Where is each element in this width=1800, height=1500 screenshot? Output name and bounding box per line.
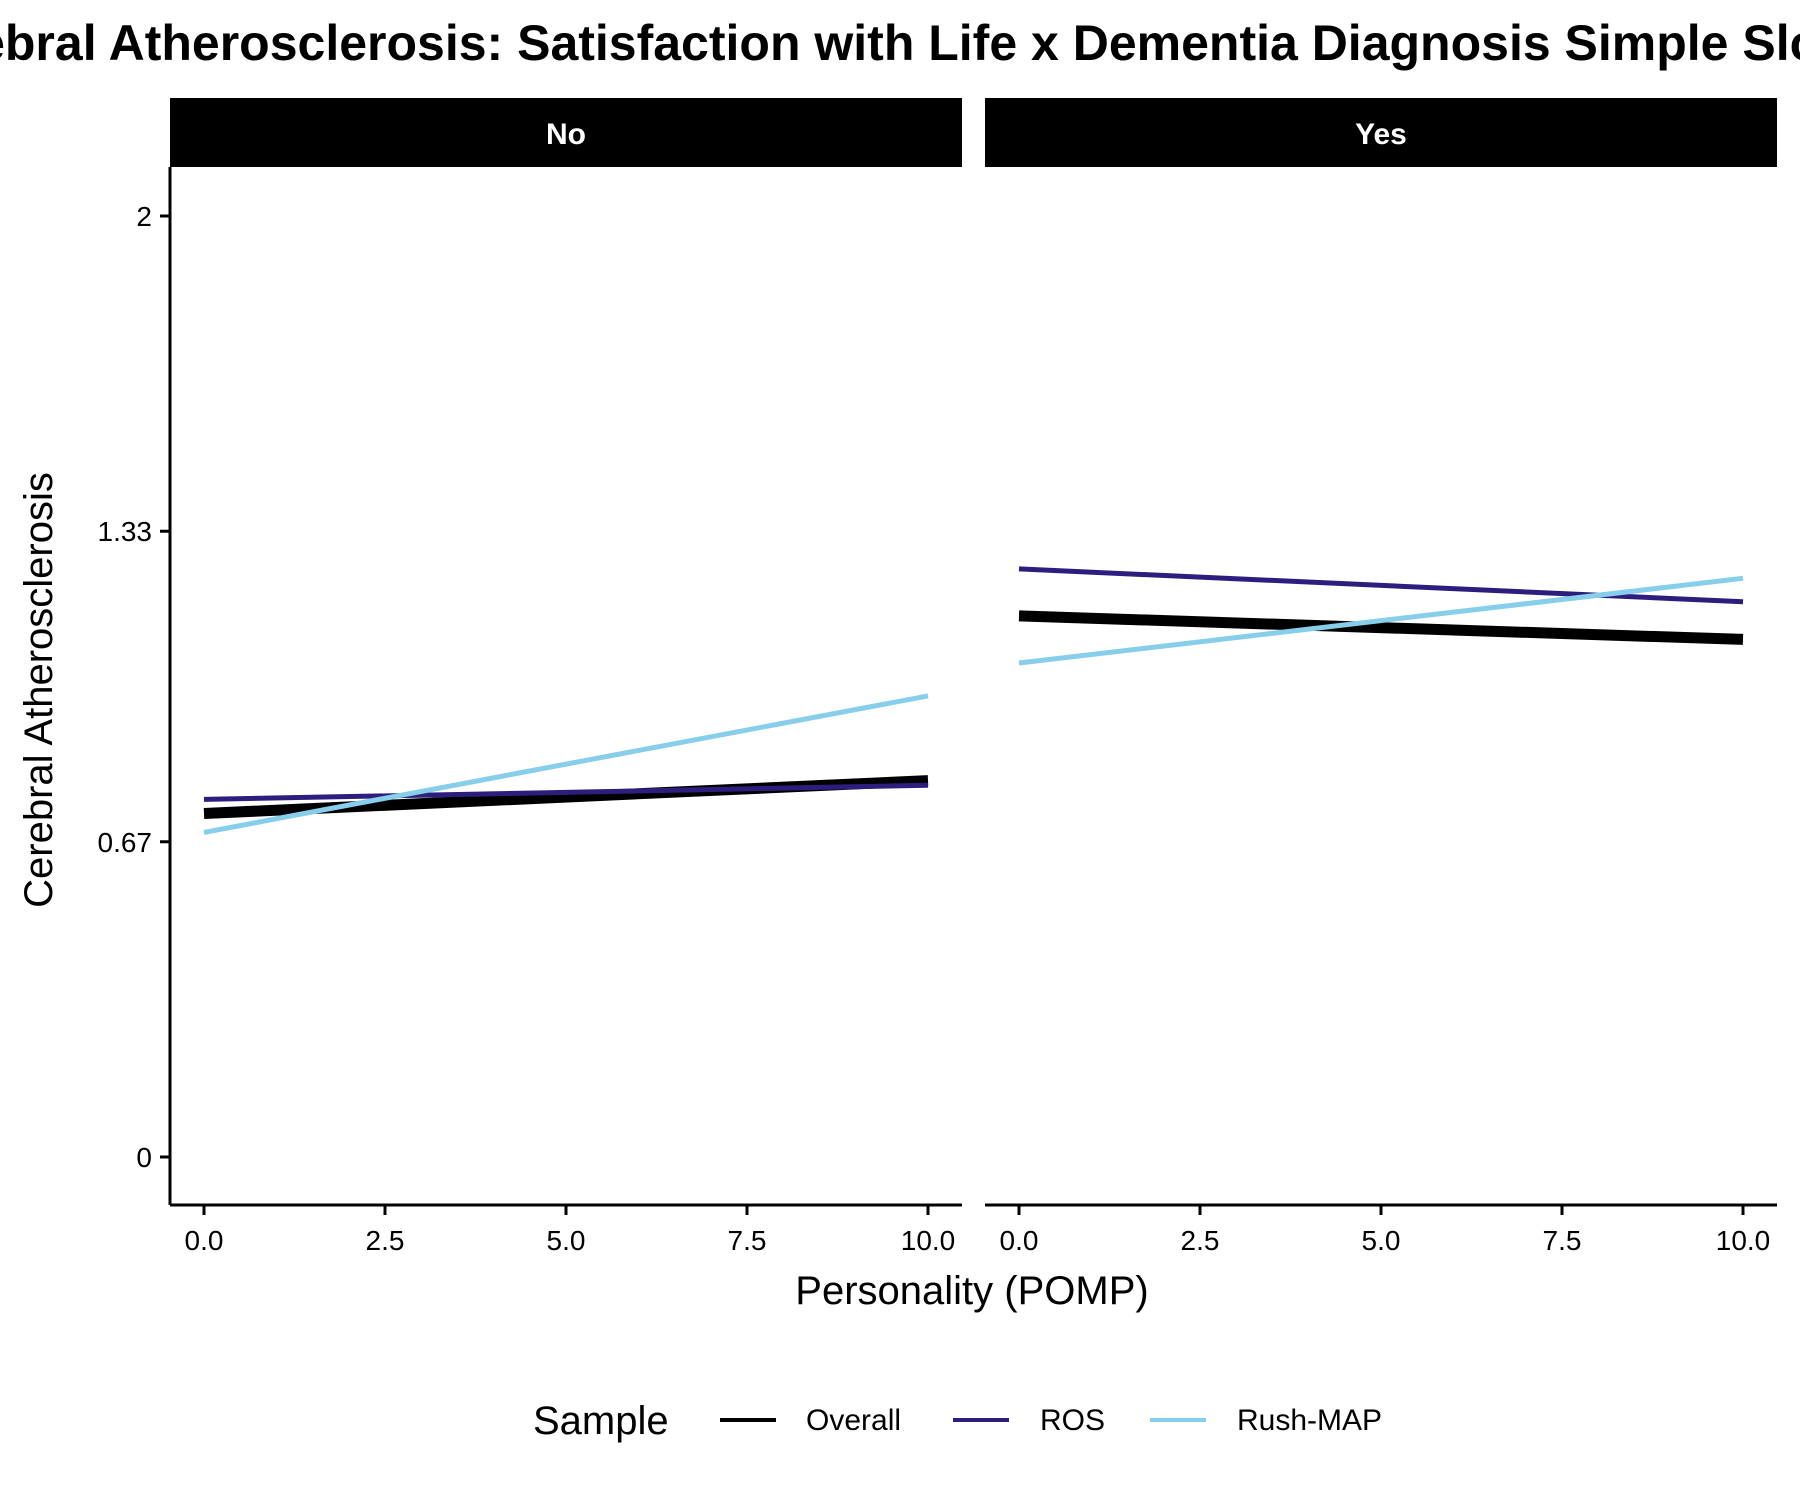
legend-entries: Overall ROS Rush-MAP [720, 1404, 1382, 1437]
y-axis: 0 0.67 1.33 2 [98, 167, 172, 1205]
strip-label-yes: Yes [1355, 118, 1407, 151]
x-tick-label: 10.0 [1716, 1225, 1771, 1256]
y-tick-label: 2 [136, 201, 152, 232]
series-line-yes-overall [1018, 610, 1744, 645]
y-tick-label: 0 [136, 1142, 152, 1173]
x-tick-label: 5.0 [547, 1225, 586, 1256]
strip-label-no: No [546, 118, 586, 151]
legend-label-ros: ROS [1040, 1404, 1105, 1437]
legend-title: Sample [533, 1399, 669, 1443]
strip-no [170, 98, 962, 167]
y-tick-label: 0.67 [98, 827, 153, 858]
series-line-no-ros [203, 782, 929, 802]
panel-no: No 0.0 2.5 5.0 7.5 10.0 [170, 98, 962, 1256]
x-tick-label: 5.0 [1362, 1225, 1401, 1256]
legend-label-overall: Overall [806, 1404, 901, 1437]
x-tick-label: 0.0 [1000, 1225, 1039, 1256]
legend: Sample Overall ROS Rush-MAP [533, 1399, 1382, 1443]
series-line-yes-ros [1018, 566, 1744, 605]
x-axis-title: Personality (POMP) [795, 1269, 1148, 1313]
panels: No 0.0 2.5 5.0 7.5 10.0 Yes 0.0 2.5 5.0 7.5 10.0 0 0.… [98, 98, 1777, 1256]
y-tick-label: 1.33 [98, 516, 153, 547]
x-tick-label: 2.5 [366, 1225, 405, 1256]
x-tick-label: 7.5 [1543, 1225, 1582, 1256]
series-line-no-rush-map [203, 693, 929, 835]
legend-item-ros: ROS [953, 1404, 1105, 1437]
legend-item-rush-map: Rush-MAP [1150, 1404, 1382, 1437]
strip-yes [985, 98, 1777, 167]
y-axis-title: Cerebral Atherosclerosis [17, 472, 61, 908]
x-tick-label: 2.5 [1181, 1225, 1220, 1256]
legend-label-rush-map: Rush-MAP [1237, 1404, 1382, 1437]
x-tick-label: 0.0 [185, 1225, 224, 1256]
chart-title: Cerebral Atherosclerosis: Satisfaction w… [0, 15, 1800, 71]
x-tick-label: 10.0 [901, 1225, 956, 1256]
x-tick-label: 7.5 [728, 1225, 767, 1256]
legend-item-overall: Overall [720, 1404, 901, 1437]
series-line-yes-rush-map [1018, 575, 1744, 666]
panel-yes: Yes 0.0 2.5 5.0 7.5 10.0 [985, 98, 1777, 1256]
